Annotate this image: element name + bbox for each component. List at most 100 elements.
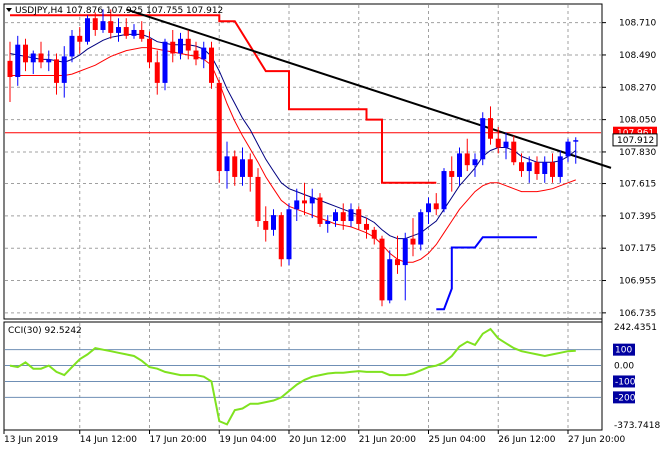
candle-body[interactable] — [426, 203, 431, 213]
candle-body[interactable] — [309, 197, 315, 204]
candle-body[interactable] — [116, 27, 121, 33]
candle-body[interactable] — [77, 35, 83, 42]
candle-body[interactable] — [170, 41, 176, 54]
candle-body[interactable] — [402, 238, 408, 266]
time-tick-label: 14 Jun 12:00 — [80, 435, 137, 445]
candle-body[interactable] — [162, 41, 168, 83]
cci-level-label: -373.7418 — [614, 421, 660, 431]
candle-body[interactable] — [46, 59, 52, 63]
candle-body[interactable] — [178, 38, 183, 54]
cci-level-label: 0.00 — [614, 362, 634, 372]
candle-body[interactable] — [123, 27, 129, 36]
time-tick-label: 26 Jun 12:00 — [498, 435, 555, 445]
price-tick-label: 106.735 — [619, 309, 656, 319]
candle-body[interactable] — [69, 35, 75, 57]
candle-body[interactable] — [348, 209, 354, 222]
time-tick-label: 25 Jun 04:00 — [429, 435, 486, 445]
candle-body[interactable] — [302, 200, 307, 204]
candle-body[interactable] — [15, 44, 21, 78]
candle-body[interactable] — [364, 223, 369, 230]
cci-level-label: 242.4351 — [614, 323, 657, 333]
candle-body[interactable] — [147, 38, 152, 63]
candle-body[interactable] — [433, 203, 439, 210]
candle-body[interactable] — [519, 162, 524, 172]
candle-body[interactable] — [278, 215, 284, 260]
candle-body[interactable] — [224, 156, 230, 172]
price-tick-label: 106.955 — [619, 277, 656, 287]
time-tick-label: 13 Jun 2019 — [4, 435, 58, 445]
candle-body[interactable] — [379, 238, 385, 301]
trendline[interactable] — [125, 8, 612, 169]
candle-body[interactable] — [340, 212, 346, 222]
candle-body[interactable] — [550, 162, 555, 177]
candle-body[interactable] — [480, 118, 486, 160]
candle-body[interactable] — [526, 162, 532, 172]
candle-body[interactable] — [495, 138, 501, 148]
time-tick-label: 21 Jun 20:00 — [359, 435, 416, 445]
candle-body[interactable] — [449, 171, 455, 177]
candle-body[interactable] — [410, 238, 416, 245]
candle-body[interactable] — [542, 162, 548, 174]
candle-body[interactable] — [201, 47, 207, 60]
candle-body[interactable] — [255, 176, 261, 222]
candle-body[interactable] — [100, 21, 106, 30]
candle-body[interactable] — [534, 162, 540, 174]
candle-body[interactable] — [216, 82, 222, 172]
candle-body[interactable] — [511, 141, 517, 163]
candle-body[interactable] — [395, 259, 400, 266]
candle-body[interactable] — [325, 221, 331, 224]
candle-body[interactable] — [441, 171, 447, 210]
candle-body[interactable] — [472, 159, 478, 166]
price-tick-label: 108.710 — [619, 19, 656, 29]
candle-body[interactable] — [356, 209, 362, 224]
time-tick-label: 17 Jun 20:00 — [150, 435, 207, 445]
cci-level-label: 100 — [615, 346, 632, 356]
candle-body[interactable] — [23, 44, 28, 63]
candle-body[interactable] — [85, 18, 90, 42]
price-tick-label: 108.490 — [619, 51, 656, 61]
price-tick-label: 108.270 — [619, 83, 656, 93]
candle-body[interactable] — [557, 156, 563, 177]
cci-level-label: -200 — [615, 393, 636, 403]
candle-body[interactable] — [54, 59, 59, 83]
candle-body[interactable] — [271, 215, 276, 230]
candle-body[interactable] — [240, 159, 245, 177]
candle-body[interactable] — [108, 21, 114, 33]
candle-body[interactable] — [418, 212, 424, 245]
candle-body[interactable] — [247, 159, 253, 177]
candle-body[interactable] — [387, 259, 393, 301]
candle-body[interactable] — [193, 50, 199, 60]
time-tick-label: 19 Jun 04:00 — [219, 435, 276, 445]
candle-body[interactable] — [139, 29, 145, 39]
candle-body[interactable] — [263, 221, 269, 230]
candle-body[interactable] — [294, 200, 300, 210]
candle-body[interactable] — [371, 229, 377, 239]
candle-layer[interactable] — [7, 9, 579, 307]
candle-body[interactable] — [286, 209, 292, 260]
candle-body[interactable] — [333, 212, 338, 222]
candle-body[interactable] — [61, 56, 67, 83]
candle-body[interactable] — [573, 140, 579, 142]
indicator-layer — [5, 8, 612, 311]
candle-body[interactable] — [503, 141, 509, 148]
candle-body[interactable] — [131, 29, 137, 36]
candle-body[interactable] — [30, 53, 36, 63]
candle-body[interactable] — [209, 47, 214, 83]
candle-body[interactable] — [457, 153, 462, 177]
cci-level-badge — [613, 375, 635, 388]
dropdown-triangle-icon[interactable] — [6, 8, 12, 12]
price-badge-label: 107.912 — [617, 136, 654, 146]
candle-body[interactable] — [232, 156, 238, 177]
candle-body[interactable] — [7, 60, 13, 78]
candle-body[interactable] — [464, 153, 470, 166]
candle-body[interactable] — [317, 197, 323, 224]
candle-body[interactable] — [92, 18, 98, 30]
price-tick-label: 107.830 — [619, 148, 656, 158]
candle-body[interactable] — [488, 118, 493, 139]
candle-body[interactable] — [565, 141, 571, 157]
price-tick-label: 107.395 — [619, 212, 656, 222]
candle-body[interactable] — [154, 62, 160, 83]
candle-body[interactable] — [185, 38, 191, 51]
candle-body[interactable] — [38, 53, 44, 63]
